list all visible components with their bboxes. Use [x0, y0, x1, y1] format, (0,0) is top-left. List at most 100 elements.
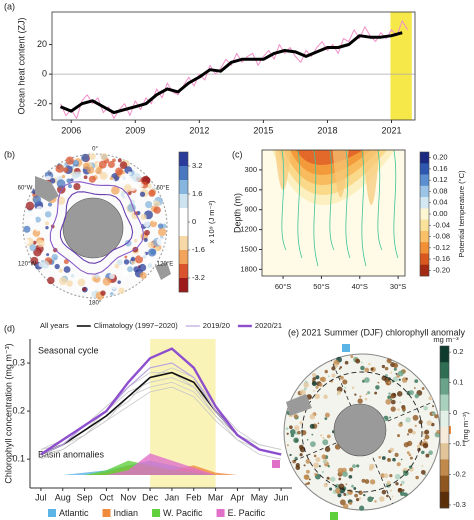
colorbar-tick-label: -0.2	[453, 469, 466, 478]
x-tick-label: 40°S	[352, 282, 368, 291]
anomaly-blob	[414, 393, 420, 399]
anomaly-blob	[123, 184, 132, 193]
anomaly-blob	[395, 372, 398, 375]
sector-line	[331, 360, 352, 407]
anomaly-blob	[313, 454, 317, 458]
anomaly-blob	[117, 158, 122, 163]
anomaly-blob	[324, 412, 330, 418]
anomaly-blob	[428, 450, 433, 455]
anomaly-blob	[418, 420, 423, 425]
anomaly-blob	[340, 375, 344, 380]
colorbar-tick-label: 0.12	[433, 175, 448, 184]
y-tick-label: 300	[244, 165, 257, 174]
plot-frame	[261, 149, 406, 277]
anomaly-blob	[323, 394, 328, 400]
anomaly-blob	[123, 259, 130, 265]
panel-label: (b)	[4, 149, 15, 159]
x-tick-label: Jun	[274, 492, 289, 502]
colorbar-tick-label: 0	[453, 408, 457, 417]
anomaly-blob	[311, 433, 314, 436]
colorbar-tick-label: 0.2	[453, 347, 463, 356]
anomaly-blob	[87, 166, 95, 174]
colorbar-label: x 10⁹ (J m⁻²)	[207, 200, 216, 244]
y-tick-label: 1800	[240, 264, 257, 273]
anomaly-blob	[406, 433, 410, 436]
annotation: Basin anomalies	[38, 449, 105, 459]
anomaly-blob	[423, 438, 426, 441]
anomaly-blob	[55, 164, 64, 173]
legend-swatch	[216, 509, 225, 517]
x-tick-label: Jan	[165, 492, 180, 502]
anomaly-blob	[390, 371, 393, 374]
anomaly-blob	[293, 437, 299, 444]
colorbar-segment	[179, 166, 188, 181]
anomaly-blob	[343, 493, 347, 496]
front-contour	[59, 191, 134, 264]
anomaly-blob	[139, 272, 147, 280]
section-fill	[363, 150, 380, 205]
anomaly-blob	[70, 274, 75, 278]
y-tick-label: 900	[244, 205, 257, 214]
colorbar-tick-label: 0.20	[433, 153, 448, 162]
anomaly-blob	[348, 501, 353, 505]
map-label: 120°W	[18, 262, 36, 268]
anomaly-blob	[357, 398, 363, 404]
anomaly-blob	[397, 408, 400, 411]
anomaly-blob	[358, 496, 362, 500]
x-tick-label: Jul	[35, 492, 47, 502]
anomaly-blob	[314, 473, 318, 476]
anomaly-blob	[139, 191, 146, 197]
anomaly-blob	[415, 476, 419, 480]
anomaly-blob	[321, 470, 325, 474]
anomaly-blob	[322, 439, 329, 446]
anomaly-blob	[374, 391, 378, 395]
colorbar-tick-label: -0.3	[453, 500, 466, 509]
anomaly-blob	[155, 230, 159, 234]
anomaly-blob	[386, 494, 389, 498]
colorbar-segment	[179, 236, 188, 251]
anomaly-blob	[147, 263, 153, 268]
anomaly-blob	[428, 396, 433, 401]
anomaly-blob	[44, 238, 52, 246]
colorbar-segment	[420, 152, 429, 164]
x-tick-label: Nov	[120, 492, 137, 502]
colorbar-segment	[420, 253, 429, 266]
y-axis-label: Depth (m)	[232, 193, 242, 233]
basin-marker	[272, 460, 280, 468]
anomaly-blob	[290, 433, 295, 438]
anomaly-blob	[375, 385, 380, 390]
anomaly-blob	[145, 200, 153, 209]
anomaly-blob	[318, 383, 323, 387]
x-tick-label: Aug	[55, 492, 71, 502]
line	[60, 20, 408, 119]
section-fill	[275, 150, 292, 190]
anomaly-blob	[132, 173, 142, 182]
anomaly-blob	[335, 488, 341, 494]
anomaly-blob	[412, 414, 419, 421]
anomaly-blob	[306, 469, 310, 474]
line	[40, 347, 282, 456]
colorbar-segment	[440, 459, 449, 476]
anomaly-blob	[305, 459, 311, 464]
south-america	[286, 394, 312, 416]
anomaly-blob	[148, 189, 156, 197]
anomaly-blob	[324, 369, 328, 374]
anomaly-blob	[393, 393, 396, 396]
basin-marker	[330, 512, 338, 520]
anomaly-blob	[54, 263, 60, 270]
anomaly-blob	[315, 385, 319, 389]
anomaly-blob	[148, 248, 157, 257]
colorbar-segment	[179, 180, 188, 195]
anomaly-blob	[58, 268, 63, 273]
anomaly-blob	[30, 256, 39, 265]
anomaly-blob	[318, 465, 321, 468]
anomaly-blob	[135, 184, 140, 190]
antarctica	[333, 403, 387, 457]
anomaly-blob	[385, 398, 392, 405]
anomaly-blob	[378, 455, 382, 459]
y-axis-label: Chlorophyll concentration (mg m⁻³)	[3, 343, 13, 483]
anomaly-blob	[23, 238, 30, 245]
anomaly-blob	[326, 434, 331, 439]
anomaly-blob	[109, 273, 115, 280]
legend-label: Indian	[114, 508, 139, 518]
